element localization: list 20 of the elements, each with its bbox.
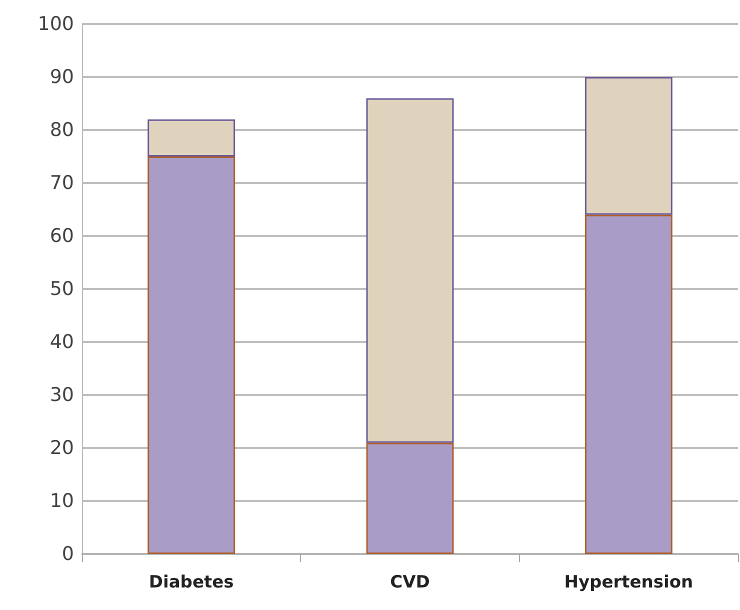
bar bbox=[366, 98, 454, 443]
y-tick-label: 0 bbox=[62, 543, 74, 565]
y-tick-label: 30 bbox=[50, 384, 74, 406]
bar bbox=[366, 442, 454, 554]
y-tick-label: 60 bbox=[50, 225, 74, 247]
y-tick-label: 90 bbox=[50, 66, 74, 88]
y-tick-label: 50 bbox=[50, 278, 74, 300]
bar bbox=[584, 214, 672, 554]
bar bbox=[148, 119, 236, 156]
x-tick-label: CVD bbox=[390, 572, 430, 592]
y-tick-label: 20 bbox=[50, 437, 74, 459]
x-tick-label: Hypertension bbox=[564, 572, 694, 592]
y-tick-label: 10 bbox=[50, 490, 74, 512]
y-tick-label: 80 bbox=[50, 119, 74, 141]
y-tick-label: 40 bbox=[50, 331, 74, 353]
x-tick-label: Diabetes bbox=[148, 572, 234, 592]
bar bbox=[584, 77, 672, 215]
y-tick-label: 100 bbox=[38, 13, 74, 35]
y-tick-label: 70 bbox=[50, 172, 74, 194]
bar bbox=[148, 156, 236, 554]
